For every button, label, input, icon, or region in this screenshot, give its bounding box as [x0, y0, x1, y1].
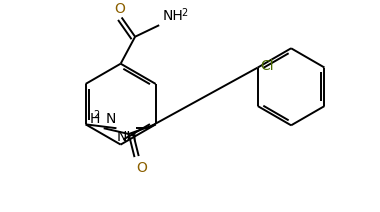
Text: H: H [89, 112, 100, 126]
Text: N: N [106, 112, 116, 126]
Text: O: O [114, 1, 125, 15]
Text: 2: 2 [93, 110, 100, 120]
Text: 2: 2 [181, 8, 188, 18]
Text: Cl: Cl [261, 59, 274, 73]
Text: O: O [136, 161, 147, 175]
Text: NH: NH [116, 130, 137, 144]
Text: NH: NH [163, 9, 184, 23]
